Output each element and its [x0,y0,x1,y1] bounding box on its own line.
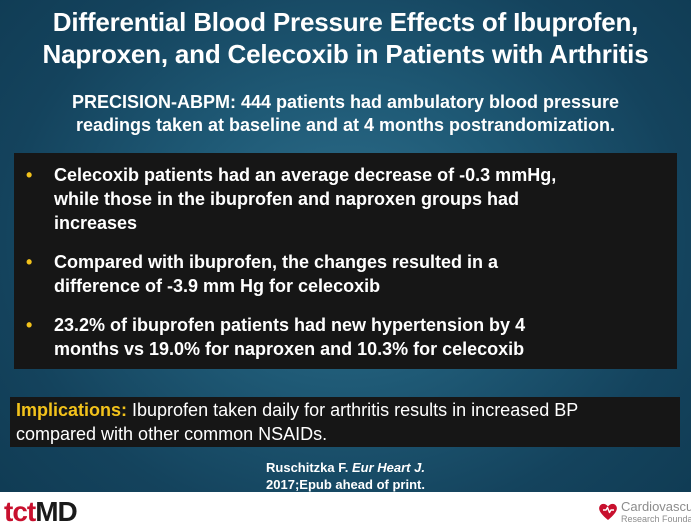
slide-subtitle: PRECISION-ABPM: 444 patients had ambulat… [20,91,671,137]
bullet-text: Celecoxib patients had an average decrea… [54,163,664,235]
citation-journal: Eur Heart J. [351,460,425,475]
bullet-line: while those in the ibuprofen and naproxe… [54,189,520,209]
title-line-2: Naproxen, and Celecoxib in Patients with… [42,39,649,69]
implications-text: Implications: Ibuprofen taken daily for … [16,398,676,446]
bullet-line: Compared with ibuprofen, the changes res… [54,252,499,272]
bullet-marker: • [26,252,33,272]
footer-bar: tctMD Cardiovascular Research Foundation [0,492,691,532]
heart-icon [599,503,617,520]
implications-box: Implications: Ibuprofen taken daily for … [10,397,680,447]
bullet-marker: • [26,165,33,185]
bullet-line: months vs 19.0% for naproxen and 10.3% f… [54,339,525,359]
bullet-line: 23.2% of ibuprofen patients had new hype… [54,315,526,335]
crf-subtitle: Research Foundation [621,514,691,524]
citation: Ruschitzka F. Eur Heart J. 2017;Epub ahe… [0,459,691,493]
citation-line-2: 2017;Epub ahead of print. [266,477,425,492]
crf-name: Cardiovascular [621,499,691,514]
implications-label: Implications: [16,400,128,420]
implications-line-1: Implications: Ibuprofen taken daily for … [16,398,676,422]
subtitle-line-2: readings taken at baseline and at 4 mont… [75,115,616,135]
bullet-text: 23.2% of ibuprofen patients had new hype… [54,313,664,361]
implications-line-2: compared with other common NSAIDs. [16,424,328,444]
tctmd-logo: tctMD [4,495,78,529]
bullet-line: Celecoxib patients had an average decrea… [54,165,557,185]
bullet-text: Compared with ibuprofen, the changes res… [54,250,664,298]
bullet-line: difference of -3.9 mm Hg for celecoxib [54,276,381,296]
logo-tct: tct [4,496,36,527]
citation-line-1: Ruschitzka F. Eur Heart J. [0,459,691,476]
implications-line-1-text: Ibuprofen taken daily for arthritis resu… [127,400,579,420]
subtitle-line-1: PRECISION-ABPM: 444 patients had ambulat… [71,92,620,112]
slide-title: Differential Blood Pressure Effects of I… [0,6,691,70]
bullet-line: increases [54,213,138,233]
title-line-1: Differential Blood Pressure Effects of I… [52,7,639,37]
logo-md: MD [35,496,78,527]
bullet-marker: • [26,315,33,335]
crf-logo: Cardiovascular Research Foundation [597,498,691,528]
key-findings-box: • Celecoxib patients had an average decr… [14,153,677,369]
citation-author: Ruschitzka F. [266,460,352,475]
